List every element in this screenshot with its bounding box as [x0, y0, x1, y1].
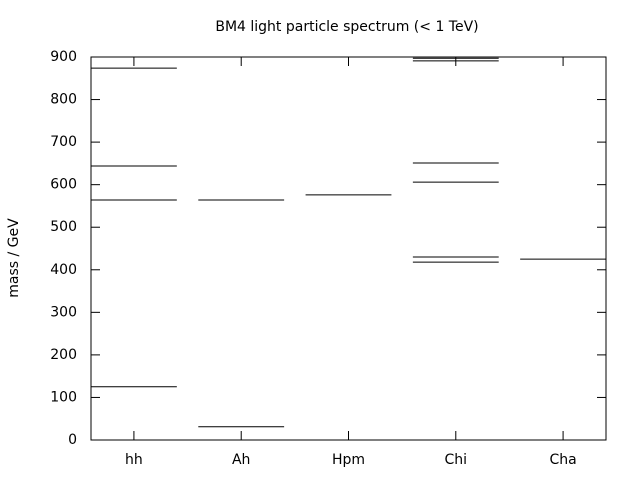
- x-tick-label: Ah: [232, 452, 250, 468]
- x-tick-label: Chi: [445, 452, 468, 468]
- y-tick-label: 400: [50, 262, 77, 278]
- y-tick-label: 200: [50, 347, 77, 363]
- y-axis-label: mass / GeV: [6, 218, 22, 298]
- y-tick-label: 500: [50, 219, 77, 235]
- y-tick-label: 800: [50, 92, 77, 108]
- y-tick-label: 700: [50, 134, 77, 150]
- x-tick-label: Hpm: [332, 452, 365, 468]
- y-tick-label: 300: [50, 304, 77, 320]
- x-tick-label: Cha: [549, 452, 576, 468]
- y-tick-label: 600: [50, 177, 77, 193]
- y-tick-label: 0: [68, 432, 77, 448]
- y-tick-label: 100: [50, 389, 77, 405]
- y-tick-label: 900: [50, 49, 77, 65]
- plot-frame: [90, 56, 607, 441]
- chart-title: BM4 light particle spectrum (< 1 TeV): [215, 19, 478, 35]
- x-tick-label: hh: [125, 452, 143, 468]
